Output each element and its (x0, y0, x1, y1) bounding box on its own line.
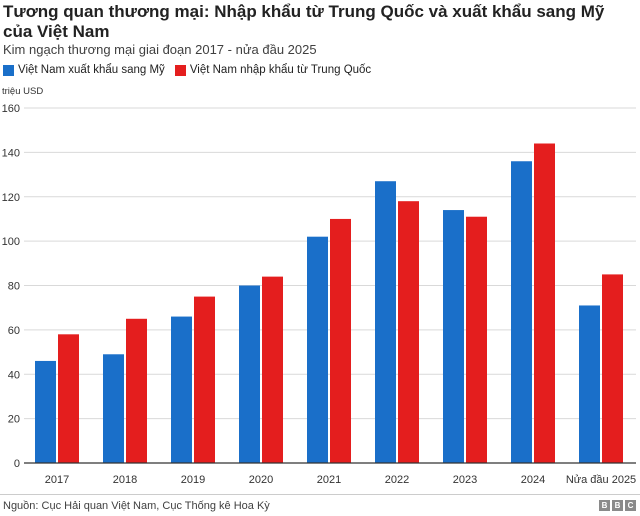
x-tick-label: 2020 (249, 474, 273, 486)
legend-item-import: Việt Nam nhập khẩu từ Trung Quốc (174, 64, 372, 76)
legend-label-import: Việt Nam nhập khẩu từ Trung Quốc (189, 64, 372, 76)
y-tick-label: 100 (2, 236, 20, 248)
y-tick-label: 80 (8, 281, 20, 293)
chart-subtitle: Kim ngạch thương mại giai đoạn 2017 - nử… (3, 42, 317, 57)
legend-swatch-export (3, 64, 14, 76)
bar-import (58, 334, 79, 463)
bbc-logo: B B C (599, 500, 636, 511)
logo-letter: C (625, 500, 636, 511)
bar-import (534, 143, 555, 463)
bar-import (194, 296, 215, 463)
bar-import (398, 201, 419, 463)
x-tick-label: 2024 (521, 474, 545, 486)
x-tick-label: 2018 (113, 474, 137, 486)
y-axis-label: triệu USD (2, 86, 43, 97)
y-tick-label: 40 (8, 369, 20, 381)
bar-import (126, 318, 147, 463)
legend-item-export: Việt Nam xuất khẩu sang Mỹ (3, 64, 165, 76)
bar-export (511, 161, 532, 463)
bar-import (330, 218, 351, 463)
y-tick-label: 160 (2, 103, 20, 115)
x-tick-label: 2019 (181, 474, 205, 486)
y-tick-label: 60 (8, 325, 20, 337)
x-tick-label: 2022 (385, 474, 409, 486)
bar-import (262, 276, 283, 463)
bar-export (171, 316, 192, 463)
chart-title: Tương quan thương mại: Nhập khẩu từ Trun… (3, 2, 605, 41)
x-tick-label: 2017 (45, 474, 69, 486)
y-tick-label: 140 (2, 147, 20, 159)
footer-divider (0, 494, 640, 495)
bar-export (239, 285, 260, 463)
legend: Việt Nam xuất khẩu sang Mỹ Việt Nam nhập… (3, 64, 371, 76)
bar-export (307, 236, 328, 463)
y-tick-label: 120 (2, 192, 20, 204)
bar-import (466, 216, 487, 463)
bar-export (443, 210, 464, 463)
bar-import (602, 274, 623, 463)
bar-export (35, 360, 56, 463)
source-note: Nguồn: Cục Hải quan Việt Nam, Cục Thống … (3, 500, 270, 512)
logo-letter: B (599, 500, 610, 511)
bar-export (579, 305, 600, 463)
x-tick-label: 2021 (317, 474, 341, 486)
y-tick-label: 20 (8, 414, 20, 426)
bar-export (375, 181, 396, 463)
y-tick-label: 0 (14, 458, 20, 470)
bar-export (103, 354, 124, 463)
legend-swatch-import (174, 64, 186, 76)
bar-chart: triệu USD 0 20 40 60 80 100 120 140 160 2017 2018 20… (2, 86, 637, 486)
x-tick-label: 2023 (453, 474, 477, 486)
logo-letter: B (612, 500, 623, 511)
x-tick-label: Nửa đầu 2025 (566, 474, 636, 486)
legend-label-export: Việt Nam xuất khẩu sang Mỹ (18, 64, 165, 76)
